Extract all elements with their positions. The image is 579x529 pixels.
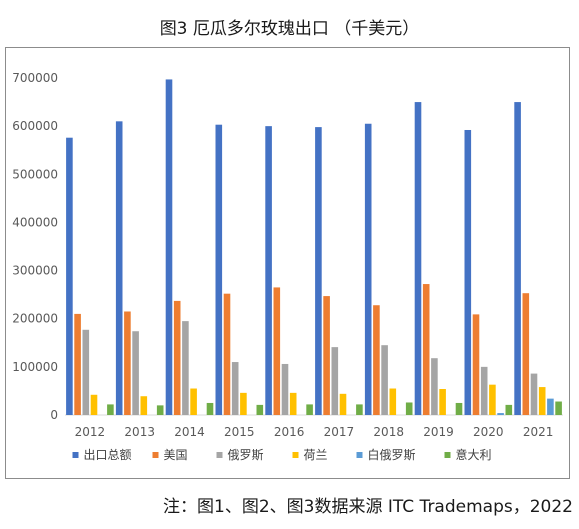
bar	[90, 394, 98, 415]
bar	[74, 313, 81, 415]
x-tick-label: 2013	[124, 425, 155, 439]
legend-item: 荷兰	[292, 448, 328, 462]
bar	[455, 402, 463, 415]
x-axis: 2012 2013 2014 2015 2016 2017 2018 2019 2020 2021	[65, 414, 563, 439]
bar	[472, 314, 480, 415]
bar	[497, 413, 504, 415]
bar	[538, 387, 546, 415]
y-tick-label: 600000	[12, 119, 58, 133]
bar	[514, 102, 521, 416]
legend-label: 美国	[164, 448, 188, 462]
bar	[522, 293, 530, 415]
bar	[339, 393, 347, 415]
bar	[489, 384, 496, 415]
legend-item: 意大利	[444, 447, 492, 462]
bar	[364, 123, 372, 415]
legend-label: 意大利	[456, 447, 492, 462]
bar	[439, 389, 446, 415]
bar	[464, 129, 472, 415]
bar	[215, 124, 223, 415]
legend: 出口总额 美国 俄罗斯 荷兰 白俄罗斯 意大利	[72, 447, 492, 462]
bar	[431, 358, 438, 415]
bar	[132, 331, 139, 415]
legend-label: 俄罗斯	[228, 448, 264, 462]
y-tick-label: 700000	[12, 71, 58, 85]
bar	[256, 404, 264, 415]
bar	[389, 388, 397, 415]
bar	[66, 137, 73, 415]
figure-title: 图3 厄瓜多尔玫瑰出口 （千美元）	[159, 19, 420, 39]
bar	[373, 305, 380, 415]
legend-item: 俄罗斯	[216, 448, 264, 462]
bar	[289, 392, 297, 415]
legend-swatch	[72, 452, 79, 458]
bars	[66, 79, 562, 416]
legend-swatch	[152, 452, 159, 458]
bar	[223, 293, 231, 415]
bar	[547, 398, 554, 415]
x-tick-label: 2019	[423, 425, 454, 439]
legend-label: 荷兰	[304, 448, 328, 462]
bar	[115, 121, 123, 415]
bar	[240, 392, 247, 415]
legend-item: 美国	[152, 448, 188, 462]
x-tick-label: 2021	[523, 425, 554, 439]
legend-swatch	[356, 452, 363, 458]
x-tick-label: 2018	[373, 425, 404, 439]
y-tick-label: 300000	[12, 264, 58, 278]
bar	[173, 300, 181, 415]
y-tick-label: 400000	[12, 215, 58, 229]
x-tick-label: 2012	[75, 425, 106, 439]
bar	[140, 396, 148, 415]
bar	[190, 388, 197, 415]
y-tick-label: 0	[50, 408, 58, 422]
bar	[405, 402, 413, 415]
legend-swatch	[216, 452, 223, 458]
bar	[107, 404, 114, 415]
bar	[414, 102, 422, 416]
x-tick-label: 2014	[174, 425, 205, 439]
bar	[306, 404, 313, 415]
legend-label: 出口总额	[84, 448, 132, 462]
legend-swatch	[292, 452, 299, 458]
bar	[530, 373, 538, 415]
bar	[555, 401, 562, 415]
bar	[381, 345, 388, 415]
x-tick-label: 2020	[473, 425, 504, 439]
y-tick-label: 100000	[12, 360, 58, 374]
bar	[124, 311, 131, 415]
y-tick-label: 500000	[12, 167, 58, 181]
x-tick-label: 2016	[274, 425, 305, 439]
y-axis: 0 100000 200000 300000 400000 500000 600000 700…	[12, 71, 58, 422]
bar	[82, 329, 90, 415]
bar	[480, 366, 488, 415]
bar	[273, 287, 281, 415]
bar	[281, 363, 289, 415]
bar	[265, 126, 272, 416]
source-footnote: 注：图1、图2、图3数据来源 ITC Trademaps，2022	[163, 497, 573, 517]
legend-item: 白俄罗斯	[356, 447, 416, 462]
bar	[356, 404, 363, 415]
legend-label: 白俄罗斯	[368, 447, 416, 462]
y-tick-label: 200000	[12, 312, 58, 326]
bar	[315, 127, 322, 415]
bar	[231, 362, 239, 415]
bar-chart: 0 100000 200000 300000 400000 500000 600000 700…	[12, 71, 563, 462]
bar	[331, 347, 339, 415]
bar	[323, 296, 330, 415]
x-tick-label: 2017	[324, 425, 355, 439]
bar	[206, 402, 214, 415]
legend-swatch	[444, 452, 451, 458]
bar	[182, 321, 189, 415]
bar	[156, 405, 164, 415]
x-tick-label: 2015	[224, 425, 255, 439]
bar	[505, 404, 513, 415]
bar	[165, 79, 173, 416]
bar	[422, 284, 430, 415]
legend-item: 出口总额	[72, 448, 132, 462]
